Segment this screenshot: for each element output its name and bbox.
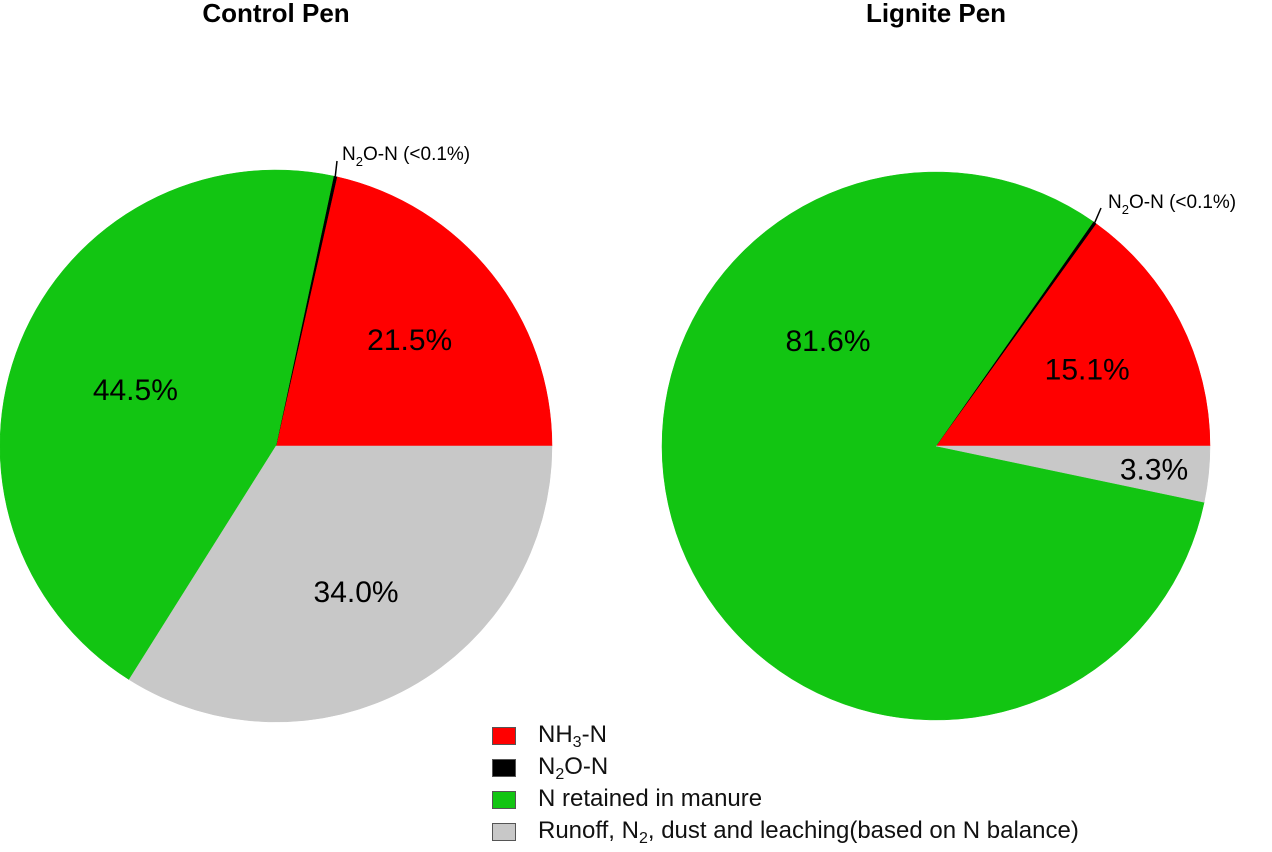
pie-slice-lignite-runoff — [935, 445, 1211, 503]
legend-label-runoff: Runoff, N2, dust and leaching(based on N… — [538, 816, 1079, 847]
data-label-control-runoff: 34.0% — [314, 576, 399, 609]
callout-line-lignite — [1094, 207, 1102, 223]
legend-item-retained: N retained in manure — [492, 784, 1262, 816]
data-label-control-retained: 44.5% — [93, 374, 178, 407]
legend-swatch-retained — [492, 791, 516, 809]
callout-label-lignite-n2o: N2O-N (<0.1%) — [1108, 192, 1236, 217]
callout-label-control-n2o: N2O-N (<0.1%) — [342, 144, 470, 169]
data-label-lignite-nh3: 15.1% — [1045, 354, 1130, 387]
chart-title-lignite: Lignite Pen — [866, 0, 1006, 28]
pie-chart-control: Control Pen 21.5% N2O-N (<0.1%) 44.5% 34.0% — [0, 0, 553, 723]
pie-chart-lignite: Lignite Pen 15.1% N2O-N (<0.1%) 81.6% 3.3% — [661, 0, 1236, 721]
legend-swatch-nh3 — [492, 727, 516, 745]
legend-swatch-runoff — [492, 823, 516, 841]
callout-line-control — [334, 160, 338, 177]
legend-label-n2o: N2O-N — [538, 752, 609, 783]
pie-slice-control-retained — [0, 169, 334, 680]
legend-item-nh3: NH3-N — [492, 720, 1262, 752]
pie-slice-control-nh3 — [275, 176, 553, 447]
legend-item-n2o: N2O-N — [492, 752, 1262, 784]
pie-slice-lignite-retained — [661, 171, 1205, 721]
data-label-lignite-runoff: 3.3% — [1120, 454, 1188, 487]
chart-title-control: Control Pen — [202, 0, 349, 28]
legend: NH3-N N2O-N N retained in manure Runoff,… — [492, 720, 1262, 848]
legend-item-runoff: Runoff, N2, dust and leaching(based on N… — [492, 816, 1262, 848]
legend-label-nh3: NH3-N — [538, 720, 607, 751]
pie-slice-control-runoff — [128, 445, 553, 723]
legend-label-retained: N retained in manure — [538, 784, 763, 812]
legend-swatch-n2o — [492, 759, 516, 777]
data-label-lignite-retained: 81.6% — [785, 325, 870, 358]
pie-slice-lignite-nh3 — [935, 223, 1211, 447]
data-label-control-nh3: 21.5% — [367, 324, 452, 357]
